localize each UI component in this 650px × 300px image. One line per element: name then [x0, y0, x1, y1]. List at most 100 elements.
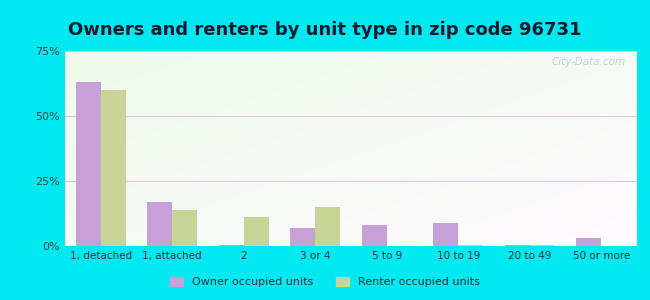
- Bar: [494, 74, 499, 75]
- Bar: [294, 231, 298, 233]
- Bar: [89, 128, 94, 129]
- Bar: [132, 153, 136, 155]
- Bar: [146, 88, 151, 90]
- Bar: [566, 231, 570, 233]
- Bar: [504, 208, 508, 210]
- Bar: [70, 183, 75, 184]
- Bar: [361, 183, 365, 184]
- Bar: [518, 87, 523, 88]
- Bar: [584, 215, 590, 217]
- Bar: [594, 236, 599, 238]
- Bar: [470, 122, 475, 124]
- Bar: [213, 235, 218, 236]
- Bar: [461, 226, 465, 228]
- Bar: [427, 111, 432, 113]
- Bar: [413, 173, 418, 175]
- Bar: [346, 165, 351, 167]
- Bar: [594, 83, 599, 85]
- Bar: [370, 124, 375, 126]
- Bar: [255, 197, 261, 199]
- Bar: [346, 110, 351, 111]
- Bar: [327, 77, 332, 79]
- Bar: [322, 207, 327, 208]
- Bar: [84, 155, 89, 157]
- Bar: [289, 226, 294, 228]
- Bar: [475, 217, 480, 218]
- Bar: [189, 157, 194, 158]
- Bar: [151, 51, 155, 52]
- Bar: [75, 101, 79, 103]
- Bar: [194, 134, 198, 136]
- Bar: [584, 79, 590, 80]
- Bar: [504, 217, 508, 218]
- Bar: [623, 147, 627, 148]
- Bar: [590, 52, 594, 54]
- Bar: [246, 206, 251, 207]
- Bar: [356, 241, 361, 243]
- Bar: [594, 202, 599, 204]
- Bar: [161, 196, 165, 197]
- Bar: [384, 136, 389, 137]
- Bar: [118, 85, 122, 87]
- Bar: [547, 161, 551, 163]
- Bar: [108, 56, 112, 58]
- Bar: [208, 140, 213, 142]
- Bar: [255, 137, 261, 139]
- Bar: [346, 54, 351, 56]
- Bar: [341, 66, 346, 67]
- Bar: [65, 58, 70, 59]
- Bar: [255, 67, 261, 69]
- Bar: [165, 150, 170, 152]
- Bar: [547, 150, 551, 152]
- Bar: [604, 128, 608, 129]
- Bar: [494, 128, 499, 129]
- Bar: [418, 225, 422, 226]
- Bar: [89, 173, 94, 175]
- Bar: [222, 160, 227, 161]
- Bar: [451, 175, 456, 176]
- Bar: [165, 152, 170, 153]
- Bar: [255, 79, 261, 80]
- Bar: [141, 188, 146, 189]
- Bar: [408, 119, 413, 121]
- Bar: [527, 140, 532, 142]
- Bar: [322, 134, 327, 136]
- Bar: [246, 241, 251, 243]
- Bar: [523, 210, 527, 212]
- Bar: [351, 69, 356, 70]
- Bar: [275, 59, 280, 61]
- Bar: [161, 137, 165, 139]
- Bar: [327, 157, 332, 158]
- Bar: [384, 142, 389, 144]
- Bar: [75, 103, 79, 105]
- Bar: [232, 113, 237, 114]
- Bar: [537, 192, 541, 194]
- Bar: [551, 212, 556, 214]
- Bar: [480, 98, 484, 100]
- Bar: [275, 134, 280, 136]
- Bar: [341, 210, 346, 212]
- Bar: [604, 101, 608, 103]
- Bar: [151, 75, 155, 77]
- Bar: [465, 62, 470, 64]
- Bar: [456, 225, 461, 226]
- Bar: [489, 157, 494, 158]
- Bar: [141, 144, 146, 145]
- Bar: [499, 101, 504, 103]
- Bar: [389, 58, 394, 59]
- Bar: [155, 204, 161, 206]
- Bar: [465, 230, 470, 231]
- Bar: [513, 111, 518, 113]
- Bar: [255, 208, 261, 210]
- Bar: [599, 105, 604, 106]
- Bar: [484, 220, 489, 222]
- Bar: [594, 210, 599, 212]
- Bar: [590, 69, 594, 70]
- Bar: [470, 139, 475, 140]
- Bar: [327, 87, 332, 88]
- Bar: [398, 163, 404, 165]
- Bar: [432, 98, 437, 100]
- Bar: [161, 153, 165, 155]
- Bar: [79, 74, 84, 75]
- Bar: [590, 225, 594, 226]
